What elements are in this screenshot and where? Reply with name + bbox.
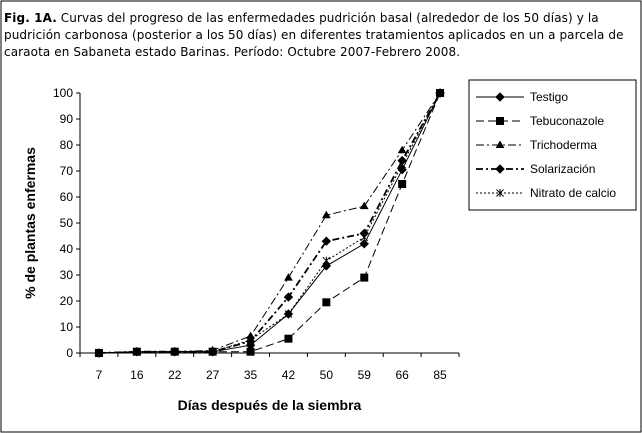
legend-label: Nitrato de calcio — [530, 186, 616, 200]
x-tick-label: 35 — [244, 368, 258, 382]
data-point — [246, 347, 255, 356]
legend-marker — [496, 189, 504, 197]
data-point — [321, 210, 331, 219]
y-tick-label: 40 — [60, 242, 74, 256]
series-1 — [94, 88, 445, 358]
legend-marker — [495, 92, 505, 102]
figure-label: Fig. 1A. — [4, 11, 57, 25]
data-point — [397, 164, 407, 175]
y-tick-label: 50 — [60, 216, 74, 230]
series-2 — [94, 89, 445, 357]
data-point — [95, 349, 103, 357]
data-point — [132, 347, 141, 356]
y-tick-label: 30 — [60, 268, 74, 282]
x-tick-label: 66 — [395, 368, 409, 382]
data-point — [322, 298, 331, 307]
x-axis-title: Días después de la siembra — [178, 397, 362, 413]
legend-entry: Nitrato de calcio — [476, 186, 616, 200]
x-tick-label: 27 — [206, 368, 220, 382]
chart-series — [94, 88, 445, 358]
series-line — [98, 92, 441, 354]
series-line — [98, 92, 441, 354]
legend-entry: Tebuconazole — [476, 114, 604, 128]
x-tick-label: 85 — [433, 368, 447, 382]
legend-label: Testigo — [530, 90, 568, 104]
data-point — [436, 89, 444, 97]
y-tick-label: 100 — [53, 86, 73, 100]
data-point — [170, 347, 179, 356]
data-point — [284, 310, 293, 318]
series-4 — [94, 88, 445, 358]
y-tick-label: 60 — [60, 190, 74, 204]
y-tick-label: 70 — [60, 164, 74, 178]
data-point — [360, 233, 369, 242]
legend-marker — [496, 117, 504, 125]
data-point — [321, 236, 332, 246]
chart-axes: 0 10 20 30 40 50 60 70 80 90 100 7 16 22 27 35 42 50 59 66 8… — [22, 86, 460, 413]
figure-caption: Fig. 1A. Curvas del progreso de las enfe… — [4, 10, 638, 61]
y-tick-label: 80 — [60, 138, 74, 152]
data-point — [208, 347, 217, 356]
data-point — [360, 273, 369, 282]
legend-marker — [495, 164, 505, 174]
data-point — [283, 292, 294, 302]
data-point — [359, 239, 369, 249]
data-point — [246, 336, 255, 344]
legend-label: Tebuconazole — [530, 114, 604, 128]
legend-entry: Trichoderma — [476, 138, 597, 152]
legend-label: Trichoderma — [530, 138, 597, 152]
data-point — [398, 160, 407, 169]
data-point — [284, 334, 293, 343]
data-point — [284, 273, 293, 281]
x-tick-label: 59 — [358, 368, 372, 382]
y-tick-label: 20 — [60, 294, 74, 308]
series-3 — [94, 88, 445, 356]
data-point — [398, 180, 407, 188]
data-point — [359, 201, 369, 210]
x-tick-label: 22 — [168, 368, 182, 382]
data-point — [322, 256, 331, 265]
series-5 — [95, 89, 444, 357]
x-tick-label: 16 — [130, 368, 144, 382]
series-line — [98, 92, 441, 354]
caption-text: Curvas del progreso de las enfermedades … — [4, 11, 624, 59]
legend-entry: Testigo — [476, 90, 568, 104]
legend-marker — [495, 140, 505, 148]
legend-entry: Solarización — [476, 162, 595, 176]
chart-legend: Testigo Tebuconazole Trichoderma Solarizaci… — [468, 79, 637, 211]
y-tick-label: 0 — [66, 346, 73, 360]
legend-label: Solarización — [530, 162, 595, 176]
series-line — [98, 92, 441, 354]
y-tick-label: 90 — [60, 112, 74, 126]
y-tick-label: 10 — [60, 320, 74, 334]
x-tick-label: 42 — [282, 368, 296, 382]
x-tick-label: 7 — [96, 368, 103, 382]
y-axis-title: % de plantas enfermas — [22, 147, 38, 299]
series-line — [98, 92, 441, 354]
data-point — [397, 145, 407, 154]
x-tick-label: 50 — [320, 368, 334, 382]
